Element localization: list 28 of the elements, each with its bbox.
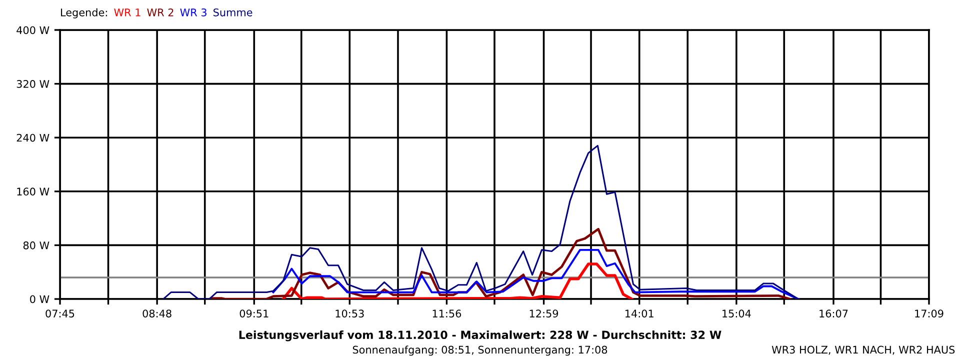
x-tick-label: 07:45 (46, 310, 74, 318)
text: Leistungsverlauf vom 18.11.2010 - Maximalwert: 228 W - Durchschnitt: 32 W (239, 330, 722, 342)
text: Sonnenaufgang: 08:51, Sonnenuntergang: 17:08 (352, 346, 608, 356)
y-tick-label: 160 W (17, 188, 50, 196)
x-tick-label: 17:09 (915, 310, 944, 318)
y-tick-label: 0 W (30, 295, 50, 304)
x-tick-label: 15:04 (722, 310, 751, 318)
x-tick-label: 11:56 (432, 310, 462, 318)
text: Summe (214, 8, 252, 16)
line-series (282, 262, 634, 300)
text: WR 3 (180, 8, 206, 16)
y-tick-label: 320 W (16, 80, 50, 88)
text: WR 1 (114, 8, 140, 16)
legend-title: Legende: (61, 8, 107, 18)
line-series (272, 248, 800, 300)
x-tick-label: 16:07 (820, 310, 848, 318)
y-tick-label: 400 W (16, 26, 50, 34)
y-tick-label: 240 W (16, 134, 50, 142)
x-tick-label: 09:51 (240, 310, 268, 318)
text: WR 2 (147, 8, 174, 16)
x-tick-label: 10:53 (336, 310, 364, 318)
text: WR3 HOLZ, WR1 NACH, WR2 HAUS (772, 346, 955, 355)
line-series (208, 228, 792, 300)
x-tick-label: 14:01 (625, 310, 654, 318)
x-tick-label: 12:59 (530, 310, 558, 318)
line-series (162, 144, 800, 300)
x-tick-label: 08:48 (142, 310, 172, 318)
y-tick-label: 80 W (23, 241, 50, 250)
